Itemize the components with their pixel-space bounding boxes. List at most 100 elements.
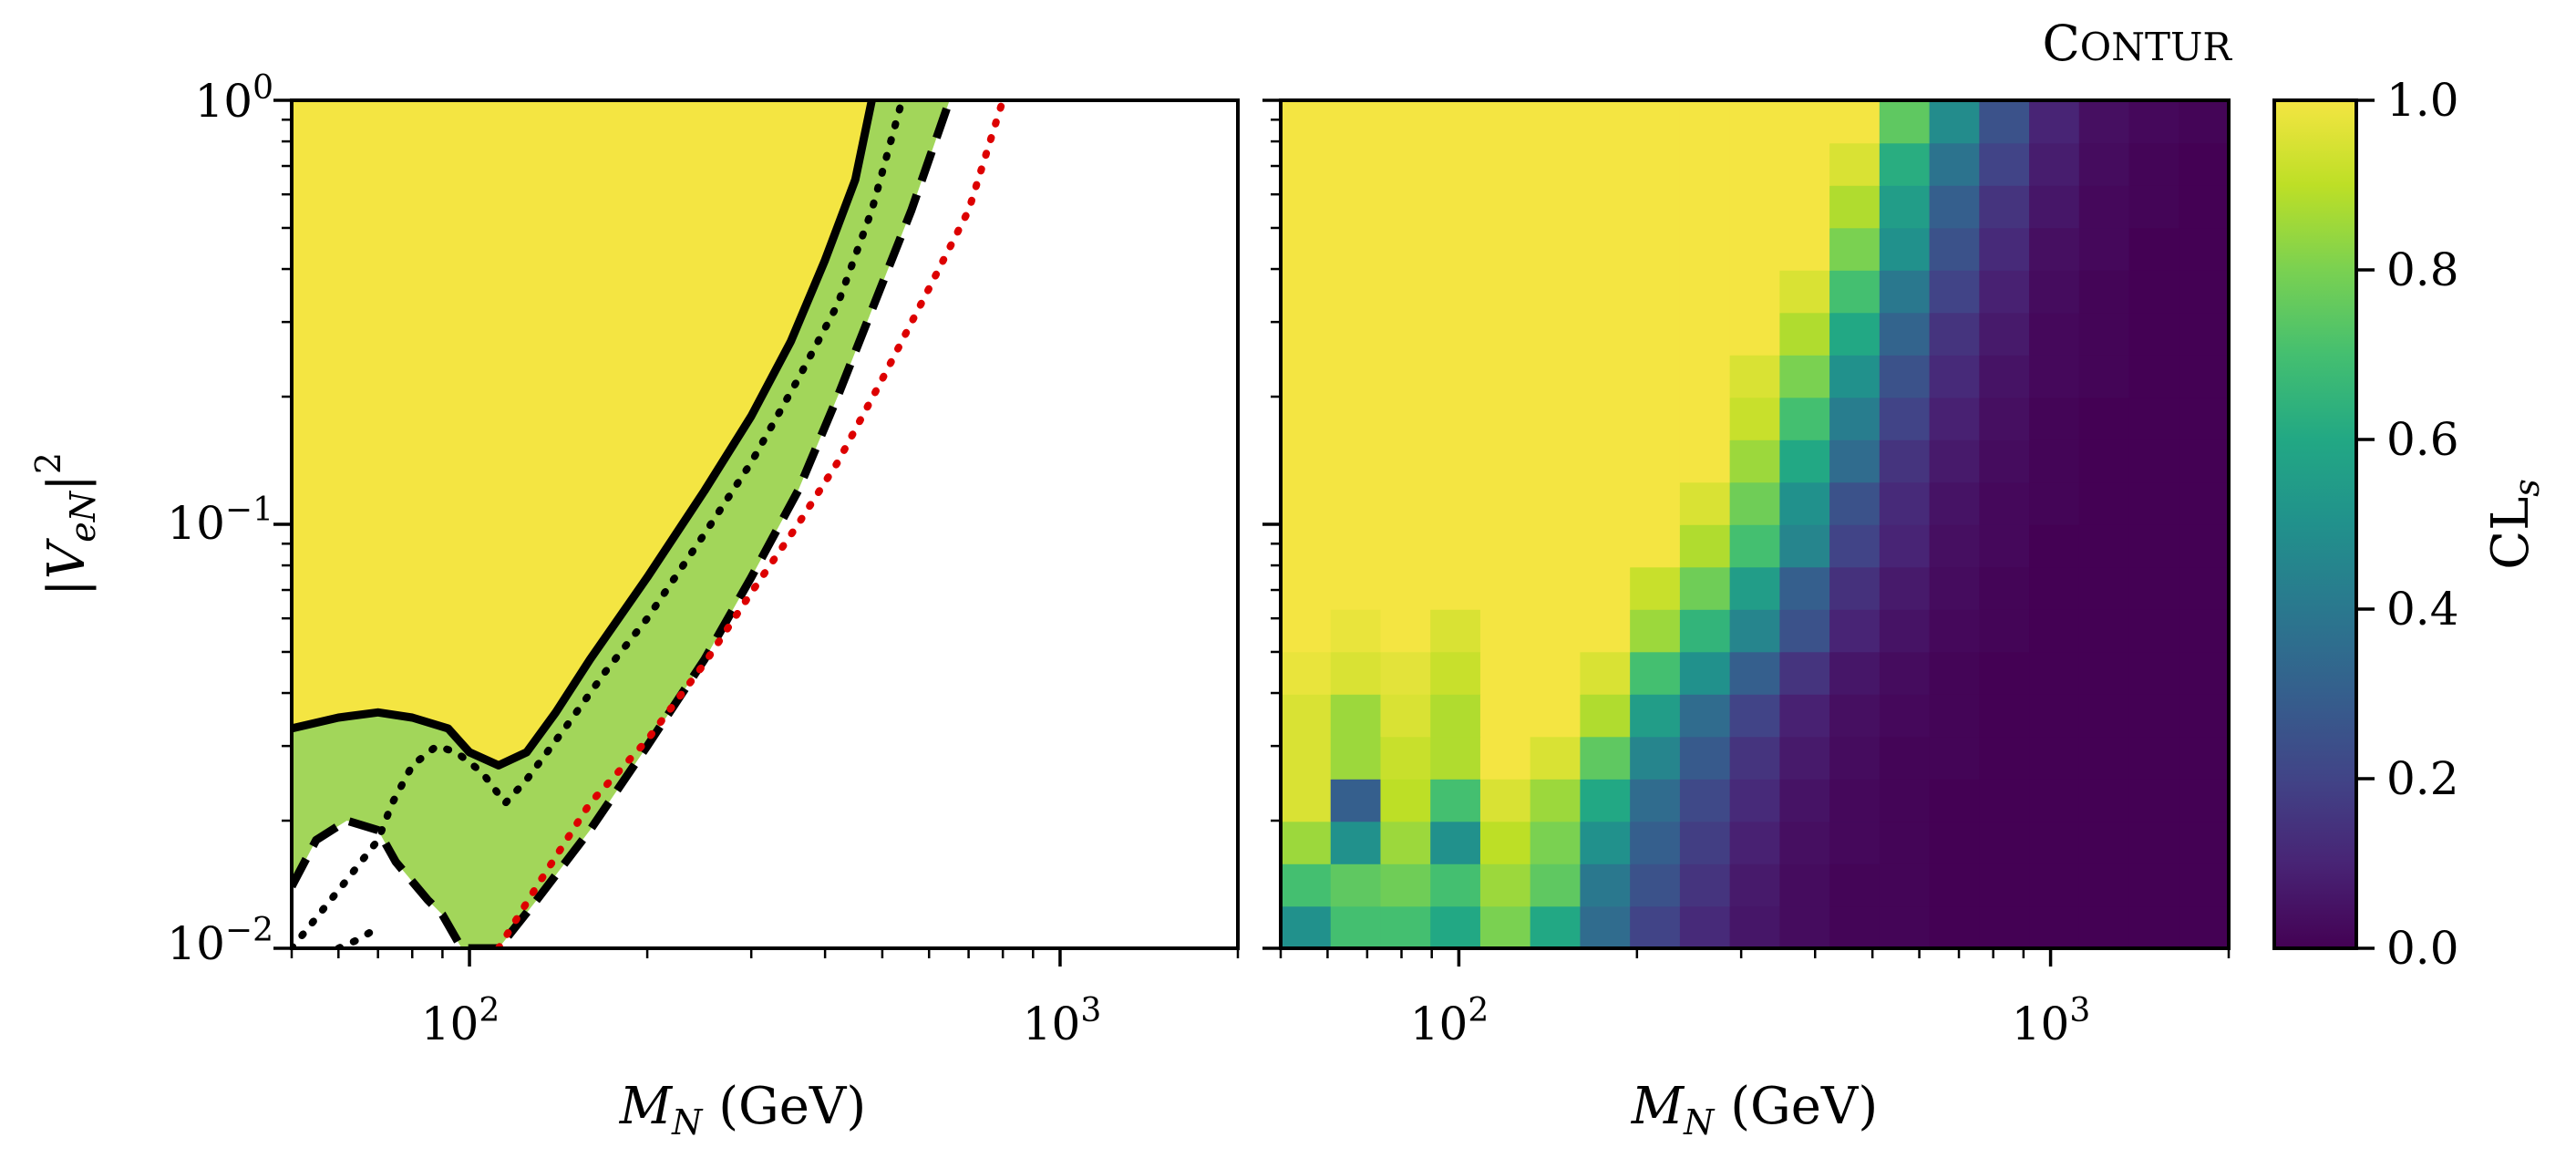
heatmap-cell: [1330, 227, 1382, 271]
heatmap-cell: [1430, 821, 1481, 864]
colorbar-ticks: 0.0 0.2 0.4 0.6 0.8 1.0: [2356, 74, 2459, 975]
heatmap-cell: [1430, 227, 1481, 271]
heatmap-cell: [1479, 821, 1531, 864]
heatmap-cell: [1679, 100, 1731, 144]
heatmap-cell: [1479, 651, 1531, 695]
heatmap-cell: [1380, 651, 1432, 695]
heatmap-cell: [1430, 312, 1481, 356]
heatmap-cell: [1330, 609, 1382, 653]
heatmap-cell: [2029, 355, 2080, 398]
heatmap-cell: [1779, 312, 1830, 356]
heatmap-cell: [1430, 439, 1481, 483]
heatmap-cell: [1330, 821, 1382, 864]
heatmap-cell: [2128, 905, 2180, 948]
heatmap-cell: [1630, 736, 1681, 780]
heatmap-cell: [1779, 736, 1830, 780]
heatmap-cell: [1679, 185, 1731, 229]
heatmap-cell: [1479, 694, 1531, 738]
heatmap-cell: [1929, 142, 1981, 186]
heatmap-cell: [1380, 270, 1432, 314]
heatmap-cell: [1430, 566, 1481, 610]
heatmap-cell: [1630, 397, 1681, 440]
right-y-ticks: [1262, 98, 1281, 950]
heatmap-cell: [2078, 355, 2130, 398]
heatmap-cell: [2029, 397, 2080, 440]
heatmap-cell: [1630, 905, 1681, 948]
heatmap-cell: [1580, 821, 1631, 864]
heatmap-cell: [1979, 100, 2030, 144]
heatmap-cell: [1630, 100, 1681, 144]
heatmap-cell: [1630, 481, 1681, 525]
heatmap-cell: [1979, 694, 2030, 738]
colorbar-tick-label: 0.8: [2386, 243, 2459, 296]
right-x-tick-label-2: 103: [2012, 992, 2091, 1050]
heatmap-cell: [1430, 863, 1481, 907]
heatmap-cell: [1979, 736, 2030, 780]
heatmap-cell: [1929, 481, 1981, 525]
heatmap-cell: [1580, 100, 1631, 144]
heatmap-cell: [1779, 779, 1830, 822]
heatmap-cell: [1879, 439, 1931, 483]
heatmap-cell: [1530, 142, 1582, 186]
heatmap-cell: [2078, 312, 2130, 356]
heatmap-cell: [2128, 227, 2180, 271]
colorbar-label: CLs: [2481, 479, 2547, 570]
heatmap-cell: [1580, 312, 1631, 356]
heatmap-cell: [1779, 821, 1830, 864]
heatmap-cell: [1281, 609, 1332, 653]
heatmap-cell: [1630, 821, 1681, 864]
heatmap-cell: [1430, 651, 1481, 695]
heatmap-cell: [1330, 779, 1382, 822]
left-x-axis-label: MN (GeV): [619, 1077, 866, 1142]
heatmap-cell: [1380, 355, 1432, 398]
heatmap-cell: [1430, 694, 1481, 738]
heatmap-cell: [2029, 524, 2080, 568]
heatmap-cell: [1479, 481, 1531, 525]
colorbar-gradient: [2274, 100, 2356, 948]
heatmap-cell: [1330, 185, 1382, 229]
heatmap-cell: [2179, 694, 2229, 738]
heatmap-cell: [1679, 439, 1731, 483]
heatmap-cell: [2128, 863, 2180, 907]
heatmap-cell: [1281, 142, 1332, 186]
heatmap-cell: [1879, 142, 1931, 186]
heatmap-cell: [1879, 312, 1931, 356]
heatmap-cell: [1779, 270, 1830, 314]
heatmap-cell: [1779, 185, 1830, 229]
heatmap-cell: [1479, 736, 1531, 780]
heatmap-cell: [1729, 227, 1781, 271]
heatmap-cell: [1679, 905, 1731, 948]
heatmap-cell: [2029, 779, 2080, 822]
heatmap-cell: [2078, 397, 2130, 440]
heatmap-cell: [1779, 100, 1830, 144]
heatmap-cell: [1630, 185, 1681, 229]
right-x-axis-label: MN (GeV): [1631, 1077, 1878, 1142]
heatmap-cell: [1479, 312, 1531, 356]
heatmap-cell: [1929, 905, 1981, 948]
heatmap-cell: [1729, 905, 1781, 948]
colorbar-tick-label: 1.0: [2386, 74, 2459, 127]
heatmap-cell: [1729, 566, 1781, 610]
heatmap-cell: [2029, 694, 2080, 738]
heatmap-cell: [1679, 566, 1731, 610]
heatmap-cell: [1530, 566, 1582, 610]
heatmap-cell: [1879, 524, 1931, 568]
heatmap-cell: [1281, 270, 1332, 314]
heatmap-cell: [1679, 863, 1731, 907]
heatmap-cell: [2078, 227, 2130, 271]
heatmap-cell: [1380, 779, 1432, 822]
heatmap-cell: [1979, 566, 2030, 610]
heatmap-cell: [1281, 524, 1332, 568]
heatmap-cell: [2078, 779, 2130, 822]
heatmap-cell: [1580, 609, 1631, 653]
heatmap-cell: [1929, 609, 1981, 653]
heatmap-cell: [1430, 905, 1481, 948]
heatmap-cell: [1380, 821, 1432, 864]
heatmap-cell: [1929, 185, 1981, 229]
heatmap-cell: [1679, 142, 1731, 186]
heatmap-cell: [2179, 651, 2229, 695]
heatmap-cell: [1979, 524, 2030, 568]
heatmap-cell: [1929, 651, 1981, 695]
heatmap-cell: [1829, 397, 1880, 440]
heatmap-cell: [2179, 142, 2229, 186]
